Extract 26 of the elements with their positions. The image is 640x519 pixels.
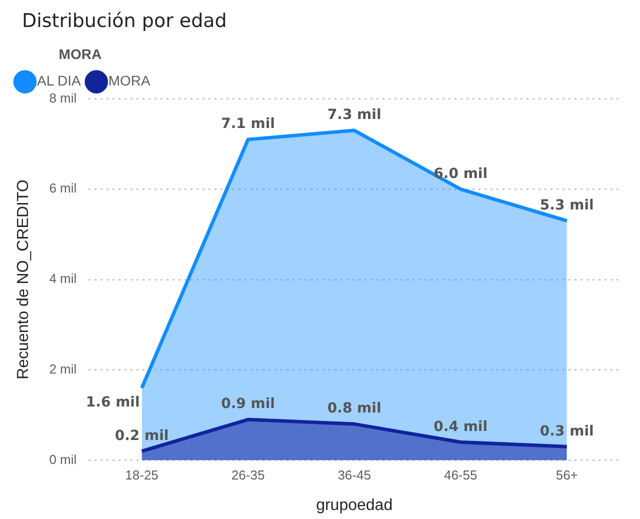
- x-tick-label: 26-35: [231, 468, 265, 483]
- data-label: 0.3 mil: [540, 423, 594, 440]
- data-label: 7.1 mil: [221, 116, 275, 132]
- x-tick-label: 36-45: [338, 468, 371, 483]
- legend-label: AL DIA: [37, 72, 82, 89]
- data-label: 1.6 mil: [86, 394, 140, 411]
- legend-title: MORA: [58, 46, 102, 62]
- x-tick-label: 56+: [556, 468, 578, 483]
- data-label: 0.8 mil: [327, 400, 382, 417]
- data-label: 6.0 mil: [434, 166, 488, 182]
- data-label: 7.3 mil: [327, 107, 382, 124]
- legend-label: MORA: [108, 72, 152, 89]
- y-tick-label: 6 mil: [49, 180, 77, 196]
- x-tick-label: 18-25: [125, 468, 158, 483]
- y-tick-label: 8 mil: [49, 90, 77, 106]
- data-label: 0.4 mil: [434, 418, 488, 435]
- y-tick-label: 0 mil: [49, 452, 77, 467]
- chart-title: Distribución por edad: [22, 10, 227, 32]
- y-tick-label: 4 mil: [49, 271, 77, 286]
- x-axis-title: grupoedad: [316, 496, 393, 514]
- data-label: 0.9 mil: [221, 396, 275, 412]
- y-axis-title: Recuento de NO_CREDITO: [15, 180, 32, 380]
- data-label: 0.2 mil: [114, 428, 169, 444]
- data-label: 5.3 mil: [540, 197, 594, 214]
- y-tick-label: 2 mil: [49, 361, 77, 376]
- x-tick-label: 46-55: [444, 468, 478, 483]
